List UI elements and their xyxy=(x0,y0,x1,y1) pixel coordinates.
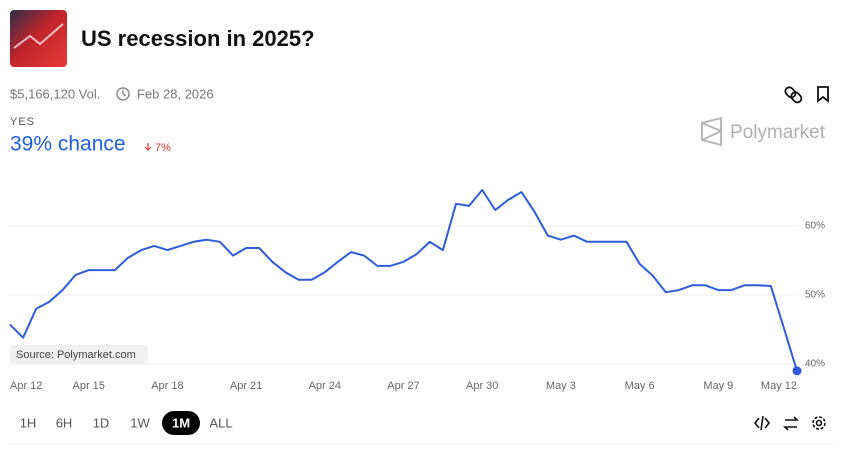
timeframe-button[interactable]: 6H xyxy=(56,415,73,430)
y-tick-label: 60% xyxy=(805,221,825,232)
y-tick-label: 40% xyxy=(805,359,825,370)
bookmark-button[interactable] xyxy=(817,86,829,103)
y-tick-label: 50% xyxy=(805,290,825,301)
x-tick-label: May 12 xyxy=(761,380,797,392)
timeframe-active xyxy=(162,411,200,435)
brand-name: Polymarket xyxy=(730,122,826,143)
outcome-change: 7% xyxy=(155,142,171,154)
x-tick-label: Apr 27 xyxy=(387,380,419,392)
timeframe-bar: 1H 6H 1D 1W 1M ALL xyxy=(20,411,233,435)
timeframe-button[interactable]: 1H xyxy=(20,415,37,430)
brand-logo xyxy=(701,116,724,147)
x-tick-label: Apr 12 xyxy=(10,380,42,392)
x-tick-label: Apr 15 xyxy=(72,380,104,392)
x-tick-label: May 6 xyxy=(625,380,655,392)
link-button[interactable] xyxy=(784,86,803,104)
end-date: Feb 28, 2026 xyxy=(137,86,214,101)
source: Source: Polymarket.com xyxy=(16,349,136,361)
swap-button[interactable] xyxy=(783,416,799,431)
last-point xyxy=(792,366,802,376)
price-chart: 40% 50% 60% Apr 12 Apr 15 Apr 18 Apr 21 Apr 24 A… xyxy=(9,189,825,392)
market-title: US recession in 2025? xyxy=(81,26,315,51)
x-tick-label: Apr 21 xyxy=(230,380,262,392)
timeframe-button[interactable]: ALL xyxy=(209,415,232,430)
clock-icon xyxy=(116,87,130,101)
x-tick-label: May 3 xyxy=(546,380,576,392)
market-thumbnail xyxy=(10,10,67,67)
x-tick-label: Apr 24 xyxy=(309,380,341,392)
timeframe-button[interactable]: 1M xyxy=(172,415,190,430)
thumbnail-art xyxy=(13,23,64,49)
price-line xyxy=(9,189,798,372)
settings-button[interactable] xyxy=(812,416,826,430)
timeframe-button[interactable]: 1W xyxy=(130,415,150,430)
down-arrow xyxy=(144,143,152,151)
source-badge xyxy=(10,345,148,364)
timeframe-button[interactable]: 1D xyxy=(93,415,110,430)
embed-button[interactable] xyxy=(753,415,771,431)
volume: $5,166,120 Vol. xyxy=(10,86,100,101)
x-tick-label: May 9 xyxy=(703,380,733,392)
outcome-label: YES xyxy=(10,116,35,128)
outcome-chance: 39% chance xyxy=(10,133,126,156)
x-tick-label: Apr 30 xyxy=(466,380,498,392)
x-tick-label: Apr 18 xyxy=(151,380,183,392)
